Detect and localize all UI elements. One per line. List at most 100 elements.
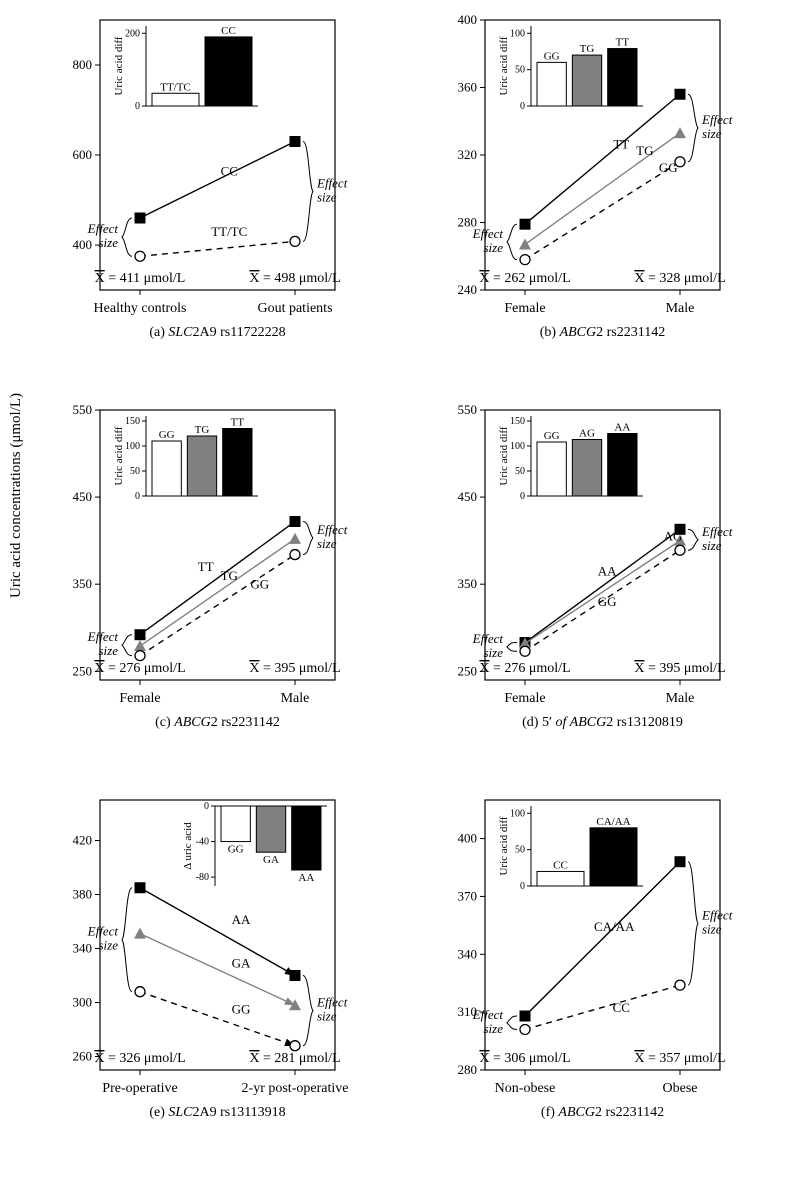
svg-text:X = 357 μmol/L: X = 357 μmol/L xyxy=(634,1051,725,1066)
svg-text:CA/AA: CA/AA xyxy=(594,919,635,934)
svg-text:AG: AG xyxy=(579,428,595,440)
svg-text:Effect: Effect xyxy=(316,995,348,1010)
svg-text:Effect: Effect xyxy=(472,226,504,241)
svg-text:GG: GG xyxy=(544,430,560,442)
svg-text:0: 0 xyxy=(135,491,140,502)
svg-text:X = 326 μmol/L: X = 326 μmol/L xyxy=(94,1051,185,1066)
panel-b: 240280320360400TTTGGGEffectsizeEffectsiz… xyxy=(430,10,775,380)
svg-text:0: 0 xyxy=(520,101,525,112)
svg-text:450: 450 xyxy=(73,489,93,504)
svg-text:size: size xyxy=(484,240,504,255)
svg-text:X = 276 μmol/L: X = 276 μmol/L xyxy=(94,661,185,676)
svg-text:2-yr post-operative: 2-yr post-operative xyxy=(242,1081,349,1096)
svg-text:Healthy controls: Healthy controls xyxy=(94,301,187,316)
svg-text:size: size xyxy=(99,235,119,250)
svg-text:Female: Female xyxy=(504,301,545,316)
svg-text:360: 360 xyxy=(458,80,478,95)
svg-text:Effect: Effect xyxy=(87,924,119,939)
svg-text:Uric acid diff: Uric acid diff xyxy=(498,816,510,875)
svg-text:Δ uric acid: Δ uric acid xyxy=(182,822,194,870)
svg-text:Uric acid diff: Uric acid diff xyxy=(113,36,125,95)
svg-text:size: size xyxy=(99,643,119,658)
svg-text:Obese: Obese xyxy=(663,1081,698,1096)
svg-text:size: size xyxy=(484,645,504,660)
svg-text:50: 50 xyxy=(515,65,525,76)
svg-text:0: 0 xyxy=(204,801,209,812)
svg-text:150: 150 xyxy=(510,416,525,427)
panel-e: 260300340380420AAGAGGEffectsizeEffectsiz… xyxy=(45,790,390,1160)
panel-a: 400600800CCTT/TCEffectsizeEffectsizeX = … xyxy=(45,10,390,385)
svg-text:100: 100 xyxy=(510,28,525,39)
svg-text:TT: TT xyxy=(616,37,630,49)
svg-text:TT/TC: TT/TC xyxy=(211,224,247,239)
svg-text:TG: TG xyxy=(221,568,238,583)
svg-text:AG: AG xyxy=(664,529,683,544)
svg-text:GA: GA xyxy=(263,854,279,866)
svg-text:350: 350 xyxy=(73,576,93,591)
svg-text:TG: TG xyxy=(195,424,210,436)
svg-text:AA: AA xyxy=(614,422,630,434)
svg-text:-40: -40 xyxy=(196,837,209,848)
svg-text:GG: GG xyxy=(250,577,269,592)
svg-text:X = 262 μmol/L: X = 262 μmol/L xyxy=(479,271,570,286)
svg-text:AA: AA xyxy=(598,563,617,578)
panel-d: 250350450550AAAGGGEffectsizeEffectsizeX … xyxy=(430,400,775,775)
svg-text:200: 200 xyxy=(125,28,140,39)
svg-text:CC: CC xyxy=(553,859,568,871)
svg-text:Effect: Effect xyxy=(316,175,348,190)
svg-text:450: 450 xyxy=(458,489,478,504)
svg-text:340: 340 xyxy=(458,946,478,961)
svg-text:(c) ABCG2 rs2231142: (c) ABCG2 rs2231142 xyxy=(155,715,280,730)
svg-text:800: 800 xyxy=(73,57,93,72)
svg-text:Effect: Effect xyxy=(472,1007,504,1022)
svg-text:size: size xyxy=(317,189,337,204)
svg-text:100: 100 xyxy=(510,808,525,819)
svg-text:size: size xyxy=(99,938,119,953)
svg-text:(f) ABCG2 rs2231142: (f) ABCG2 rs2231142 xyxy=(541,1105,664,1120)
svg-text:CC: CC xyxy=(613,1000,630,1015)
svg-text:50: 50 xyxy=(130,466,140,477)
svg-text:240: 240 xyxy=(458,282,478,297)
svg-text:TG: TG xyxy=(636,143,653,158)
svg-text:300: 300 xyxy=(73,995,93,1010)
svg-text:AA: AA xyxy=(298,872,314,884)
svg-text:-80: -80 xyxy=(196,872,209,883)
svg-text:GG: GG xyxy=(598,594,617,609)
svg-text:50: 50 xyxy=(515,466,525,477)
svg-text:GG: GG xyxy=(232,1001,251,1016)
svg-text:350: 350 xyxy=(458,576,478,591)
panel-c: 250350450550TTTGGGEffectsizeEffectsizeX … xyxy=(45,400,390,770)
svg-text:50: 50 xyxy=(515,845,525,856)
svg-text:250: 250 xyxy=(458,663,478,678)
svg-text:600: 600 xyxy=(73,147,93,162)
svg-text:Effect: Effect xyxy=(701,112,733,127)
svg-text:size: size xyxy=(702,126,722,141)
svg-text:Pre-operative: Pre-operative xyxy=(102,1081,177,1096)
svg-text:Uric acid diff: Uric acid diff xyxy=(498,36,510,95)
master-y-axis-label: Uric acid concentrations (μmol/L) xyxy=(8,393,25,598)
svg-text:TT: TT xyxy=(198,559,214,574)
svg-text:GG: GG xyxy=(159,429,175,441)
panel-a: 400600800CCTT/TCEffectsizeEffectsizeX = … xyxy=(45,10,390,380)
svg-text:Gout patients: Gout patients xyxy=(257,301,332,316)
svg-text:X = 281 μmol/L: X = 281 μmol/L xyxy=(249,1051,340,1066)
svg-text:X = 395 μmol/L: X = 395 μmol/L xyxy=(634,661,725,676)
svg-text:size: size xyxy=(317,536,337,551)
panel-d: 250350450550AAAGGGEffectsizeEffectsizeX … xyxy=(430,400,775,770)
svg-text:100: 100 xyxy=(125,441,140,452)
svg-text:Male: Male xyxy=(666,691,695,706)
svg-text:0: 0 xyxy=(520,881,525,892)
svg-text:AA: AA xyxy=(232,912,251,927)
svg-text:X = 306 μmol/L: X = 306 μmol/L xyxy=(479,1051,570,1066)
svg-text:Effect: Effect xyxy=(87,629,119,644)
svg-text:320: 320 xyxy=(458,147,478,162)
svg-text:150: 150 xyxy=(125,416,140,427)
svg-text:100: 100 xyxy=(510,441,525,452)
svg-text:size: size xyxy=(702,538,722,553)
svg-text:GG: GG xyxy=(544,50,560,62)
svg-text:size: size xyxy=(317,1009,337,1024)
svg-text:280: 280 xyxy=(458,1062,478,1077)
svg-text:(b) ABCG2 rs2231142: (b) ABCG2 rs2231142 xyxy=(540,325,665,340)
svg-text:TT: TT xyxy=(613,136,629,151)
svg-text:size: size xyxy=(702,921,722,936)
